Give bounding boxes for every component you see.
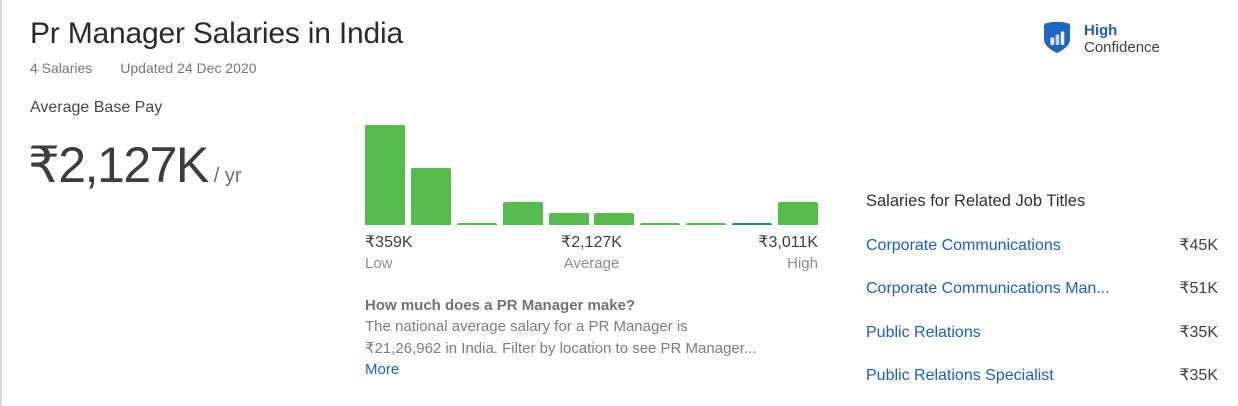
related-job-link[interactable]: Public Relations Specialist: [866, 367, 1054, 384]
related-job-salary: ₹45K: [1179, 236, 1218, 254]
salary-distribution-chart: ₹359K Low ₹2,127K Average ₹3,011K High: [365, 124, 818, 275]
axis-high: ₹3,011K High: [758, 233, 818, 273]
low-value: ₹359K: [365, 234, 413, 251]
histogram-bar[interactable]: [594, 213, 635, 225]
related-job-salary: ₹35K: [1179, 323, 1218, 341]
average-pay-period: / yr: [213, 165, 242, 187]
related-job-row: Public Relations Specialist ₹35K: [866, 365, 1218, 385]
related-job-row: Corporate Communications Man... ₹51K: [866, 278, 1218, 298]
more-link[interactable]: More: [365, 361, 400, 378]
histogram-bar[interactable]: [777, 202, 818, 225]
about-section: How much does a PR Manager make? The nat…: [365, 295, 837, 381]
histogram-bar[interactable]: [365, 125, 405, 225]
about-body-line-1: The national average salary for a PR Man…: [365, 318, 688, 335]
header: Pr Manager Salaries in India 4 Salaries U…: [30, 17, 403, 76]
confidence-text: High Confidence: [1084, 21, 1160, 56]
confidence-badge: High Confidence: [1043, 21, 1160, 56]
histogram-bar[interactable]: [548, 213, 589, 225]
histogram-bar[interactable]: [732, 223, 772, 225]
related-job-link[interactable]: Public Relations: [866, 323, 981, 341]
related-job-salary: ₹35K: [1179, 367, 1218, 384]
histogram-bar[interactable]: [502, 202, 543, 225]
about-body-line-2: ₹21,26,962 in India. Filter by location …: [365, 339, 757, 357]
average-label: Average: [563, 255, 620, 272]
related-job-row: Corporate Communications ₹45K: [866, 235, 1218, 255]
related-jobs-section: Salaries for Related Job Titles Corporat…: [866, 192, 1218, 385]
salaries-count: 4 Salaries: [30, 60, 93, 76]
related-job-salary: ₹51K: [1179, 280, 1218, 297]
low-label: Low: [365, 255, 393, 272]
confidence-label: Confidence: [1084, 39, 1160, 56]
related-job-link[interactable]: Corporate Communications Man...: [866, 280, 1110, 297]
chart-axis-labels: ₹359K Low ₹2,127K Average ₹3,011K High: [365, 233, 818, 275]
page-title: Pr Manager Salaries in India: [30, 17, 403, 50]
average-base-pay-value: ₹2,127K / yr: [28, 137, 242, 193]
average-pay-amount: ₹2,127K: [28, 137, 209, 193]
histogram-bar[interactable]: [640, 223, 681, 225]
axis-average: ₹2,127K Average: [532, 233, 652, 273]
related-job-link[interactable]: Corporate Communications: [866, 236, 1061, 254]
related-jobs-heading: Salaries for Related Job Titles: [866, 192, 1086, 210]
histogram-bar[interactable]: [410, 168, 451, 225]
high-value: ₹3,011K: [758, 234, 818, 251]
related-job-row: Public Relations ₹35K: [866, 322, 1218, 342]
histogram-bar[interactable]: [686, 223, 727, 225]
about-heading: How much does a PR Manager make?: [365, 297, 636, 314]
updated-date: Updated 24 Dec 2020: [120, 60, 257, 76]
average-value: ₹2,127K: [561, 234, 622, 251]
header-subtitle: 4 Salaries Updated 24 Dec 2020: [30, 60, 403, 76]
confidence-level: High: [1084, 22, 1118, 39]
average-base-pay-label: Average Base Pay: [30, 99, 163, 116]
high-label: High: [787, 255, 818, 272]
histogram-bar[interactable]: [456, 223, 497, 225]
page-left-border: [0, 0, 2, 406]
shield-bar-chart-icon: [1043, 21, 1071, 54]
axis-low: ₹359K Low: [365, 233, 413, 273]
histogram-bars: [365, 124, 818, 225]
